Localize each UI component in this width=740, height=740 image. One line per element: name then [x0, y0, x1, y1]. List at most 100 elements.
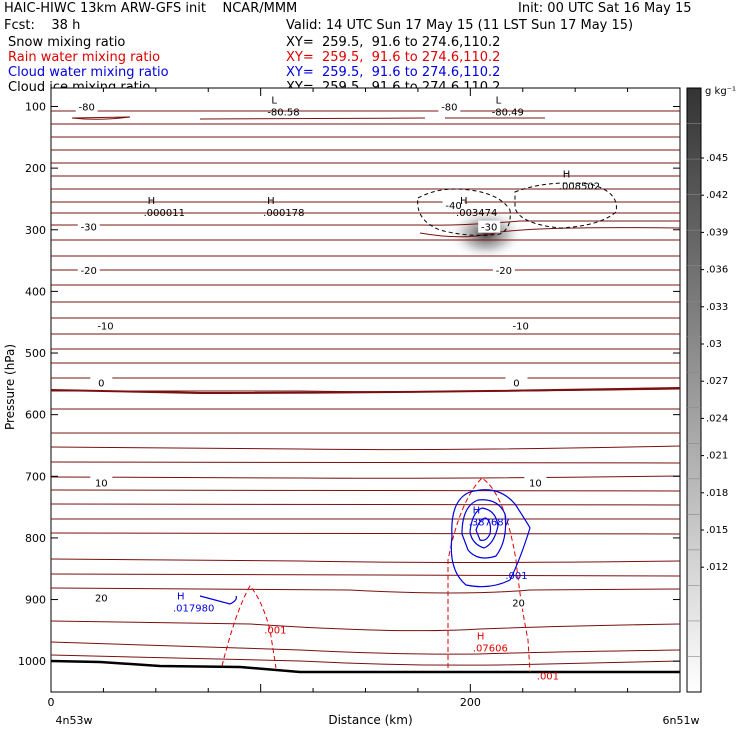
isotherm-line-minus80 — [199, 117, 545, 120]
cloud-water-contour-left — [199, 595, 237, 605]
isotherm-label-bg-10 — [505, 376, 528, 389]
contour-value-label-2: .001 — [537, 672, 559, 683]
y-tick-label-2: 300 — [25, 224, 46, 237]
y-tick-label-3: 400 — [25, 285, 46, 298]
isotherm-label-10: 0 — [513, 379, 519, 390]
y-axis-title: Pressure (hPa) — [3, 344, 17, 430]
colorbar-label-4: .033 — [706, 302, 728, 313]
isotherm-line-24 — [50, 461, 681, 464]
colorbar-label-11: .012 — [706, 562, 728, 573]
colorbar-label-8: .021 — [706, 451, 728, 462]
field-xy-snow: XY= 259.5, 91.6 to 274.6,110.2 — [286, 35, 501, 50]
isotherm-label-7: -10 — [97, 321, 113, 332]
isotherm-label-6: -20 — [496, 266, 512, 277]
isotherm-label-bg-0 — [75, 100, 98, 113]
valid-time: Valid: 14 UTC Sun 17 May 15 (11 LST Sun … — [286, 18, 634, 33]
extremum-symbol-6: H — [473, 505, 481, 516]
field-label-snow: Snow mixing ratio — [8, 35, 126, 50]
extrema-markers: L-80.58L-80.49H.000011H.000178H.003474H.… — [144, 95, 600, 682]
cloud-water-contours — [199, 489, 531, 605]
snow-contour-right — [514, 182, 617, 229]
isotherm-line-31 — [50, 573, 681, 577]
y-tick-label-0: 100 — [25, 100, 46, 113]
extremum-value-6: .387687 — [469, 517, 510, 528]
isotherm-label-3: -30 — [81, 223, 97, 234]
isotherm-label-bg-11 — [90, 476, 113, 489]
isotherm-label-bg-9 — [90, 376, 113, 389]
isotherm-label-4: -30 — [481, 223, 497, 234]
extremum-value-7: .017980 — [173, 604, 214, 615]
extremum-symbol-2: H — [148, 196, 156, 207]
isotherm-line-34 — [50, 641, 681, 655]
contour-value-label-1: .001 — [264, 625, 286, 636]
colorbar-unit: g kg⁻¹ — [705, 86, 736, 97]
extremum-value-3: .000178 — [263, 208, 304, 219]
isotherm-label-bg-6 — [492, 263, 515, 276]
colorbar-label-0: .045 — [706, 153, 728, 164]
colorbar-label-5: .03 — [706, 339, 722, 350]
cloud-water-contour-3 — [469, 507, 499, 549]
field-xy-rain: XY= 259.5, 91.6 to 274.6,110.2 — [286, 50, 501, 65]
isotherm-label-11: 10 — [95, 478, 108, 489]
extremum-value-4: .003474 — [456, 208, 497, 219]
extremum-value-8: .07606 — [473, 644, 508, 655]
y-tick-label-9: 1000 — [18, 655, 46, 668]
extremum-symbol-3: H — [267, 196, 275, 207]
field-xy-cloud-water: XY= 259.5, 91.6 to 274.6,110.2 — [286, 65, 501, 80]
extremum-value-1: -80.49 — [492, 107, 524, 118]
isotherm-label-9: 0 — [98, 379, 104, 390]
isotherm-line-9 — [51, 220, 680, 226]
y-tick-label-7: 800 — [25, 532, 46, 545]
isotherm-label-12: 10 — [529, 478, 542, 489]
isotherm-line-25 — [50, 475, 681, 479]
isotherm-label-1: -80 — [441, 102, 457, 113]
y-tick-label-4: 500 — [25, 347, 46, 360]
contour-value-label-0: .001 — [505, 571, 527, 582]
isotherm-label-bg-3 — [77, 220, 100, 233]
x-axis-title: Distance (km) — [328, 713, 412, 727]
x-tick-label-1: 200 — [460, 696, 481, 709]
x-endpoint-left-label: 4n53w — [56, 714, 93, 727]
extremum-value-5: .008502 — [559, 181, 600, 192]
isotherm-label-13: 20 — [95, 594, 108, 605]
colorbar-label-9: .018 — [706, 488, 728, 499]
isotherm-label-5: -20 — [81, 266, 97, 277]
isotherm-label-bg-14 — [507, 596, 530, 609]
forecast-hour: Fcst: 38 h — [4, 18, 81, 33]
colorbar-label-6: .027 — [706, 376, 728, 387]
isotherm-label-0: -80 — [78, 102, 94, 113]
isotherm-label-2: -40 — [445, 201, 461, 212]
x-endpoint-right-label: 6n51w — [663, 714, 700, 727]
extremum-symbol-0: L — [271, 95, 277, 106]
isotherm-line-30 — [50, 558, 681, 563]
extremum-symbol-8: H — [477, 632, 485, 643]
isotherm-line-29 — [50, 532, 681, 535]
isotherm-line-33 — [50, 620, 681, 632]
cloud-ice-maximum-shade — [448, 208, 524, 260]
field-label-cloud-water: Cloud water mixing ratio — [8, 65, 169, 80]
y-tick-label-6: 700 — [25, 470, 46, 483]
isotherm-label-bg-7 — [94, 319, 117, 332]
isotherm-line-23 — [50, 445, 681, 451]
extremum-symbol-7: H — [177, 592, 185, 603]
terrain-line — [50, 659, 680, 674]
temperature-contours — [50, 110, 681, 666]
extremum-symbol-4: H — [460, 196, 468, 207]
y-tick-label-1: 200 — [25, 162, 46, 175]
cloud-ice-shading — [448, 208, 524, 260]
colorbar-label-3: .036 — [706, 265, 728, 276]
isotherm-label-bg-4 — [478, 220, 501, 233]
cloud-water-contour-inner — [475, 517, 492, 541]
colorbar-bar — [686, 87, 702, 693]
extremum-value-2: .000011 — [144, 208, 185, 219]
temperature-labels: -80 -80 -40 -30 -30 -20 -20 -10 -10 0 0 10 10 20 20 — [75, 100, 547, 610]
terrain-surface — [50, 659, 680, 674]
isotherm-line-minus80-loop — [71, 116, 131, 120]
colorbar-label-10: .015 — [706, 525, 728, 536]
isotherm-label-bg-8 — [509, 319, 532, 332]
rain-contour-left — [221, 585, 277, 669]
colorbar-label-2: .039 — [706, 227, 728, 238]
isotherm-label-bg-12 — [524, 476, 547, 489]
isotherm-line-zero — [50, 387, 681, 395]
